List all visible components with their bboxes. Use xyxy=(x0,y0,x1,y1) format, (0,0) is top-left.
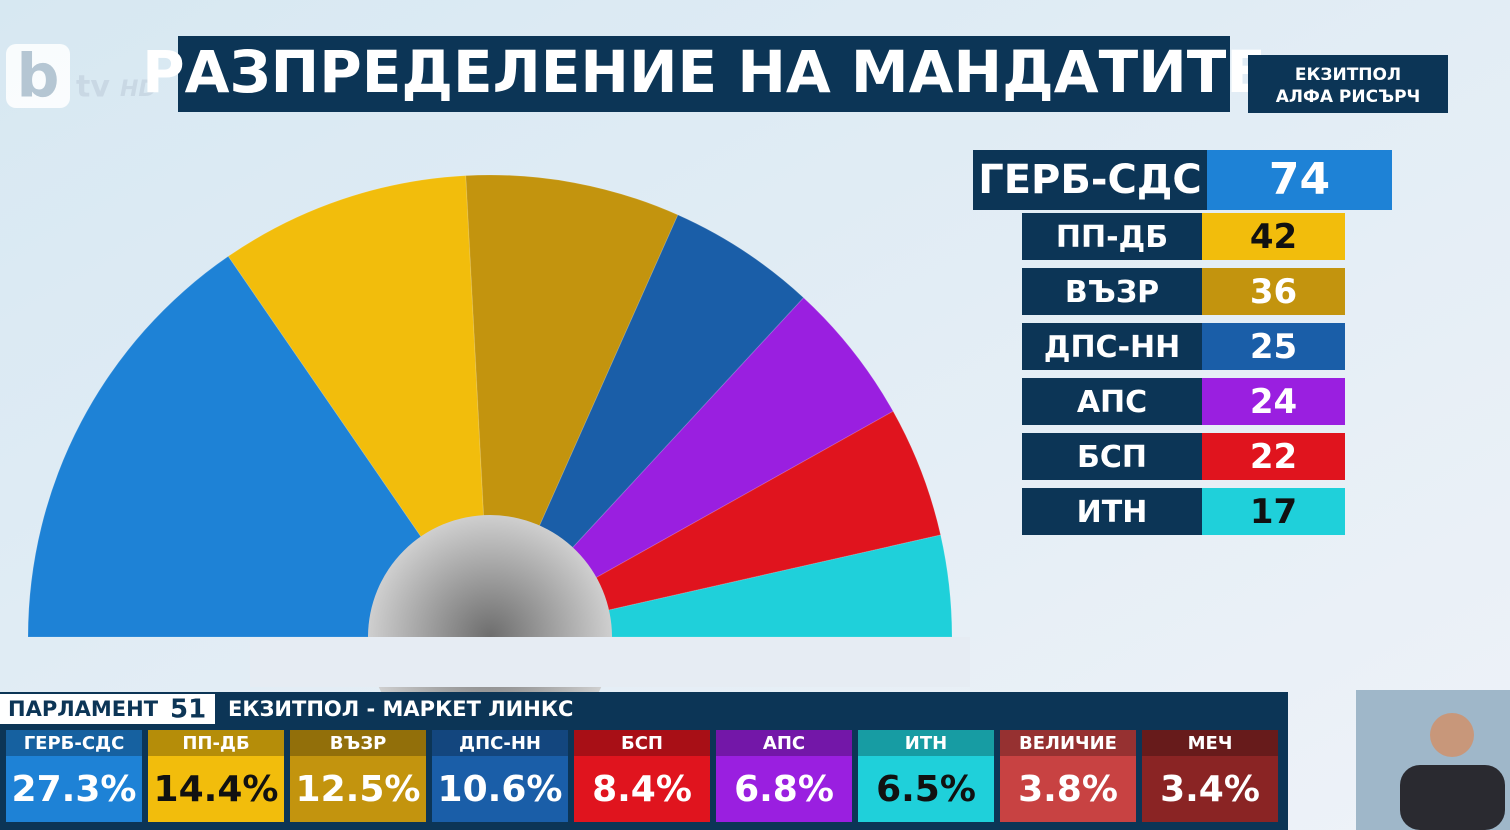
ticker-label: ПАРЛАМЕНТ xyxy=(8,697,159,721)
seat-box xyxy=(1202,378,1345,425)
ticker-number: 51 xyxy=(170,695,206,725)
seat-count: 22 xyxy=(1250,437,1297,477)
title: РАЗПРЕДЕЛЕНИЕ НА МАНДАТИТЕ xyxy=(142,38,1266,106)
party-label: ДПС-НН xyxy=(1044,330,1181,365)
interpreter-head xyxy=(1430,713,1474,757)
party-label: ПП-ДБ xyxy=(1056,220,1168,255)
ticker-value-box xyxy=(148,756,284,822)
ticker-header xyxy=(1000,730,1136,756)
ticker-header xyxy=(574,730,710,756)
seat-count: 42 xyxy=(1250,217,1297,257)
ticker-value-box xyxy=(716,756,852,822)
logo-box xyxy=(6,44,70,108)
seat-count: 74 xyxy=(1269,154,1330,205)
ticker-party: ДПС-НН xyxy=(459,733,541,754)
ticker-header xyxy=(858,730,994,756)
ticker-value-box xyxy=(6,756,142,822)
party-label-box xyxy=(1022,323,1202,370)
ticker-value-box xyxy=(432,756,568,822)
ticker-header-shade xyxy=(1142,730,1278,756)
ticker-party: БСП xyxy=(621,733,663,754)
ticker-header-shade xyxy=(148,730,284,756)
source-line: АЛФА РИСЪРЧ xyxy=(1276,87,1421,107)
ticker-party: АПС xyxy=(763,733,805,754)
party-label-box xyxy=(1022,213,1202,260)
seat-box xyxy=(1202,323,1345,370)
ticker-label-box xyxy=(0,694,215,724)
party-label: ГЕРБ-СДС xyxy=(978,157,1202,203)
ticker-value: 3.8% xyxy=(1018,769,1118,810)
ticker-header xyxy=(432,730,568,756)
ticker-value-box xyxy=(574,756,710,822)
ticker-header xyxy=(6,730,142,756)
ticker-value-box xyxy=(858,756,994,822)
ticker-party: ПП-ДБ xyxy=(182,733,249,754)
ticker-header-shade xyxy=(290,730,426,756)
ticker-value-box xyxy=(1000,756,1136,822)
ticker-party: МЕЧ xyxy=(1188,733,1233,754)
ticker-value: 10.6% xyxy=(438,769,563,810)
ticker-value: 6.8% xyxy=(734,769,834,810)
party-label: БСП xyxy=(1077,440,1147,475)
ticker-header xyxy=(1142,730,1278,756)
ticker-header-shade xyxy=(1000,730,1136,756)
ticker-value-box xyxy=(290,756,426,822)
party-label-box xyxy=(1022,433,1202,480)
party-label: АПС xyxy=(1077,385,1147,420)
party-label: ИТН xyxy=(1077,495,1148,530)
ticker-value: 8.4% xyxy=(592,769,692,810)
party-label-box xyxy=(1022,488,1202,535)
logo-letter: b xyxy=(17,42,60,112)
seat-count: 24 xyxy=(1250,382,1297,422)
ticker-party: ВЪЗР xyxy=(330,733,387,754)
ticker-header-shade xyxy=(858,730,994,756)
ticker-header-shade xyxy=(432,730,568,756)
seat-box xyxy=(1207,150,1392,210)
ticker-header-shade xyxy=(716,730,852,756)
title-box xyxy=(178,36,1230,112)
ticker-party: ГЕРБ-СДС xyxy=(24,733,125,754)
ticker-header xyxy=(290,730,426,756)
ticker-party: ВЕЛИЧИЕ xyxy=(1019,733,1117,754)
ticker-value: 3.4% xyxy=(1160,769,1260,810)
seat-count: 25 xyxy=(1250,327,1297,367)
seat-count: 17 xyxy=(1250,492,1297,532)
seat-box xyxy=(1202,213,1345,260)
ticker-value: 14.4% xyxy=(154,769,279,810)
seat-box xyxy=(1202,268,1345,315)
logo-word: tv xyxy=(76,70,110,105)
ticker-value: 27.3% xyxy=(12,769,137,810)
seat-count: 36 xyxy=(1250,272,1297,312)
ticker-value-box xyxy=(1142,756,1278,822)
ticker-source: ЕКЗИТПОЛ - МАРКЕТ ЛИНКС xyxy=(228,697,573,721)
ticker-party: ИТН xyxy=(905,733,947,754)
party-label-box xyxy=(973,150,1207,210)
hub-cover xyxy=(250,637,970,687)
seat-box xyxy=(1202,488,1345,535)
party-label-box xyxy=(1022,268,1202,315)
logo-badge: HD xyxy=(120,77,157,102)
ticker-value: 6.5% xyxy=(876,769,976,810)
ticker-header-shade xyxy=(574,730,710,756)
party-label: ВЪЗР xyxy=(1065,275,1159,310)
ticker-header xyxy=(716,730,852,756)
source-line: ЕКЗИТПОЛ xyxy=(1295,65,1401,85)
source-box xyxy=(1248,55,1448,113)
ticker-header-shade xyxy=(6,730,142,756)
ticker-value: 12.5% xyxy=(296,769,421,810)
seat-box xyxy=(1202,433,1345,480)
interpreter-body xyxy=(1400,765,1505,830)
ticker-header xyxy=(148,730,284,756)
party-label-box xyxy=(1022,378,1202,425)
